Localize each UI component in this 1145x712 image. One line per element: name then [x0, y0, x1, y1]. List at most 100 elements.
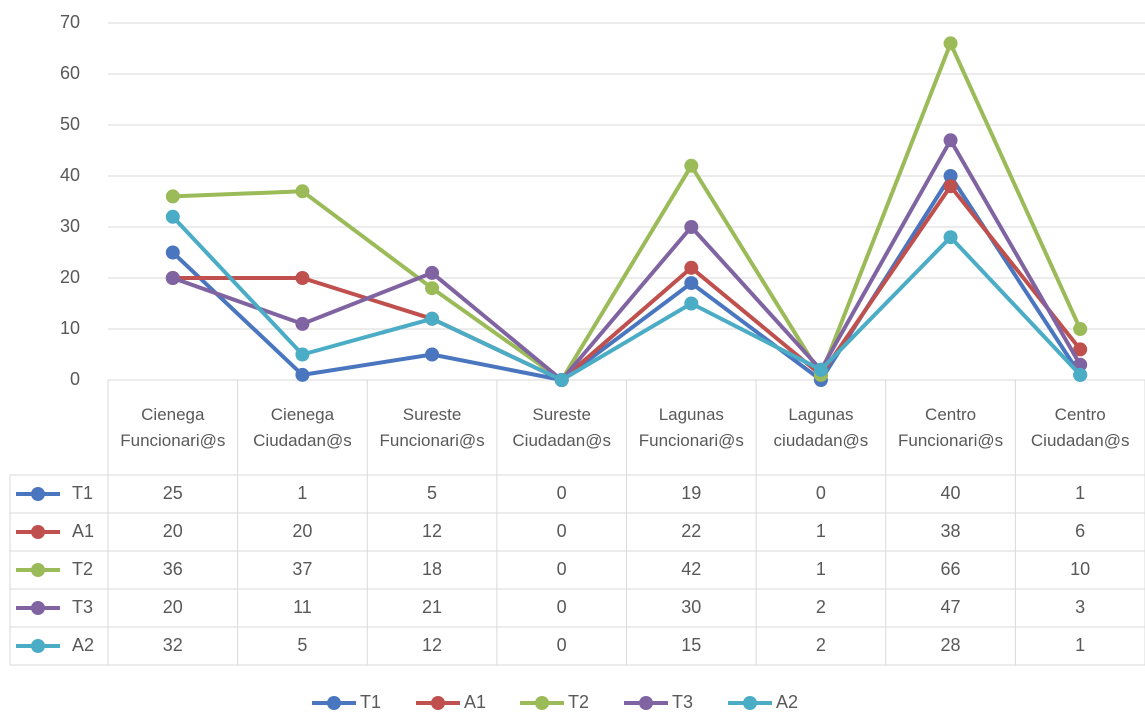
data-point: [813, 362, 828, 377]
data-point: [295, 184, 310, 199]
data-point: [165, 245, 180, 260]
data-point: [425, 265, 440, 280]
table-cell: 11: [293, 597, 312, 617]
table-cell: 28: [941, 635, 961, 655]
legend-key-marker: [431, 696, 445, 710]
data-point: [943, 36, 958, 51]
table-cell: 25: [163, 483, 183, 503]
table-cell: 0: [557, 635, 567, 655]
legend-label: T3: [672, 692, 693, 712]
legend-key-marker: [639, 696, 653, 710]
table-cell: 0: [557, 559, 567, 579]
table-cell: 1: [297, 483, 307, 503]
legend-key-marker: [327, 696, 341, 710]
y-tick-label: 20: [60, 267, 80, 287]
x-tick-label: Centro Ciudadan@s: [1030, 404, 1130, 450]
data-point: [295, 367, 310, 382]
table-cell: 20: [163, 597, 183, 617]
y-tick-label: 60: [60, 63, 80, 83]
data-point: [425, 311, 440, 326]
y-tick-label: 40: [60, 165, 80, 185]
data-point: [1073, 357, 1088, 372]
x-tick-label: Cienega Ciudadan@s: [253, 404, 352, 450]
table-series-name: T2: [72, 559, 93, 579]
table-cell: 0: [557, 521, 567, 541]
legend-label: T1: [360, 692, 381, 712]
table-cell: 40: [941, 483, 961, 503]
data-point: [943, 133, 958, 148]
data-point: [943, 179, 958, 194]
legend-key-marker: [31, 487, 45, 501]
table-cell: 32: [163, 635, 183, 655]
y-tick-label: 30: [60, 216, 80, 236]
legend-key-marker: [31, 601, 45, 615]
table-cell: 0: [557, 483, 567, 503]
data-point: [295, 316, 310, 331]
x-tick-label: Sureste Funcionari@s: [379, 404, 485, 450]
table-series-name: A1: [72, 521, 94, 541]
data-point: [425, 281, 440, 296]
table-cell: 10: [1070, 559, 1090, 579]
table-cell: 36: [163, 559, 183, 579]
data-point: [943, 230, 958, 245]
data-point: [295, 271, 310, 285]
table-cell: 12: [422, 521, 442, 541]
data-point: [684, 296, 699, 311]
table-cell: 21: [422, 597, 442, 617]
data-point: [684, 220, 699, 234]
data-point: [425, 347, 440, 362]
table-cell: 1: [816, 559, 826, 579]
table-cell: 1: [1075, 635, 1085, 655]
table-cell: 6: [1075, 521, 1085, 541]
table-cell: 20: [163, 521, 183, 541]
legend-key-marker: [743, 696, 757, 710]
y-tick-label: 10: [60, 318, 80, 338]
x-tick-label: Sureste Ciudadan@s: [512, 404, 611, 450]
table-cell: 18: [422, 559, 442, 579]
data-point: [554, 373, 569, 387]
data-point: [1073, 322, 1088, 336]
series-line: [172, 138, 1082, 382]
data-point: [684, 158, 699, 173]
table-cell: 38: [941, 521, 961, 541]
legend-key-marker: [31, 563, 45, 577]
table-cell: 19: [681, 483, 701, 503]
legend-label: A2: [776, 692, 798, 712]
series-line: [172, 184, 1082, 382]
y-tick-label: 50: [60, 114, 80, 134]
table-cell: 15: [681, 635, 701, 655]
x-tick-label: Centro Funcionari@s: [897, 404, 1004, 450]
table-cell: 1: [1075, 483, 1085, 503]
x-tick-label: Lagunas ciudadan@s: [773, 404, 869, 450]
y-tick-label: 0: [70, 369, 80, 389]
legend-key-marker: [31, 525, 45, 539]
table-cell: 20: [292, 521, 312, 541]
data-point: [684, 276, 699, 291]
legend-label: T2: [568, 692, 589, 712]
table-cell: 2: [816, 597, 826, 617]
table-cell: 22: [681, 521, 701, 541]
table-series-name: T3: [72, 597, 93, 617]
x-tick-label: Cienega Funcionari@s: [120, 404, 226, 450]
table-cell: 42: [681, 559, 701, 579]
table-cell: 66: [941, 559, 961, 579]
series-line: [171, 174, 1082, 382]
table-cell: 47: [941, 597, 961, 617]
table-cell: 12: [422, 635, 442, 655]
x-tick-label: Lagunas Funcionari@s: [638, 404, 744, 450]
table-series-name: T1: [72, 483, 93, 503]
data-point: [943, 169, 958, 183]
series-line: [171, 215, 1082, 382]
table-cell: 37: [292, 559, 312, 579]
table-cell: 5: [297, 635, 307, 655]
table-cell: 0: [816, 483, 826, 503]
table-cell: 2: [816, 635, 826, 655]
data-point: [165, 209, 180, 224]
data-point: [1073, 342, 1088, 357]
legend-key-marker: [535, 696, 549, 710]
table-series-name: A2: [72, 635, 94, 655]
data-point: [165, 189, 180, 204]
table-cell: 3: [1075, 597, 1085, 617]
